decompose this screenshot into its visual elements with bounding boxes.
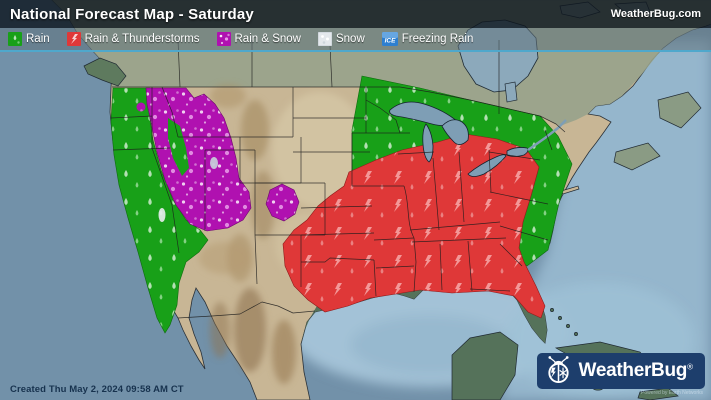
st-lawrence-river bbox=[527, 119, 567, 152]
rain-swatch-icon bbox=[8, 32, 22, 46]
great-salt-lake bbox=[210, 157, 218, 169]
logo-brand-text: WeatherBug bbox=[578, 359, 688, 381]
legend-label-rain-thunderstorms: Rain & Thunderstorms bbox=[84, 33, 200, 45]
legend-label-freezing-rain: Freezing Rain bbox=[401, 33, 474, 45]
weatherbug-site-link[interactable]: WeatherBug.com bbox=[610, 8, 701, 20]
legend-item-rain-thunderstorms: Rain & Thunderstorms bbox=[66, 32, 200, 46]
registered-mark: ® bbox=[687, 362, 693, 372]
region-rain-snow-washington-spot bbox=[136, 102, 146, 112]
legend-item-snow: Snow bbox=[317, 32, 365, 46]
sierra-snow-patch bbox=[158, 208, 166, 222]
weatherbug-logo[interactable]: WeatherBug® bbox=[536, 353, 705, 389]
lake-huron bbox=[441, 119, 469, 145]
rain-snow-swatch-icon bbox=[216, 32, 231, 46]
weatherbug-logo-area: WeatherBug® Powered by Earth Networks bbox=[536, 353, 705, 396]
thunderstorm-swatch-icon bbox=[66, 32, 81, 46]
state-borders bbox=[110, 39, 566, 319]
lake-ontario bbox=[506, 147, 529, 157]
vancouver-island bbox=[83, 57, 127, 87]
region-rain-snow-colorado bbox=[265, 183, 300, 222]
legend-label-rain: Rain bbox=[26, 33, 50, 45]
legend-bar: Rain Rain & Thunderstorms Rain & Snow bbox=[0, 28, 711, 52]
us-mexico-border bbox=[177, 301, 316, 319]
page-title: National Forecast Map - Saturday bbox=[10, 5, 254, 23]
legend-item-rain-snow: Rain & Snow bbox=[216, 32, 301, 46]
freezing-rain-ice-icon: ICE bbox=[381, 32, 398, 46]
region-rain-columbia-basin bbox=[168, 118, 189, 176]
region-storms-central-southeast bbox=[282, 133, 546, 319]
powered-by-text: Powered by Earth Networks bbox=[641, 390, 703, 396]
terrain-shading bbox=[199, 84, 368, 384]
header-bar: National Forecast Map - Saturday Weather… bbox=[0, 0, 711, 28]
legend-item-freezing-rain: ICE Freezing Rain bbox=[381, 32, 474, 46]
lake-erie bbox=[467, 154, 507, 177]
legend-label-snow: Snow bbox=[335, 33, 365, 45]
legend-label-rain-snow: Rain & Snow bbox=[234, 33, 301, 45]
newfoundland-island bbox=[657, 91, 702, 129]
ladybug-icon bbox=[547, 356, 569, 384]
legend-item-rain: Rain bbox=[8, 32, 50, 46]
us-canada-border bbox=[112, 86, 566, 133]
svg-text:ICE: ICE bbox=[384, 38, 396, 45]
snow-swatch-icon bbox=[317, 32, 332, 46]
nova-scotia bbox=[613, 142, 661, 171]
yucatan-peninsula bbox=[451, 331, 519, 400]
created-timestamp: Created Thu May 2, 2024 09:58 AM CT bbox=[10, 384, 184, 395]
